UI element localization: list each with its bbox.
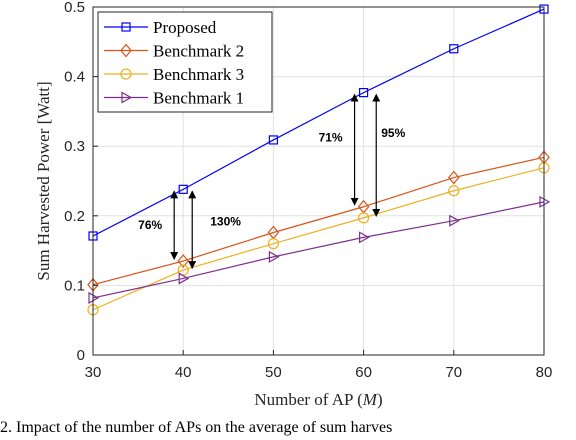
data-point xyxy=(448,185,460,197)
x-tick-label: 40 xyxy=(175,364,192,381)
plot-frame xyxy=(92,6,545,356)
y-tick-label: 0 xyxy=(77,347,85,364)
y-axis-label: Sum Harvested Power [Watt] xyxy=(34,81,53,280)
series-layer xyxy=(87,4,551,316)
data-point xyxy=(268,135,278,145)
data-point xyxy=(177,254,189,268)
y-tick-label: 0.4 xyxy=(64,69,85,86)
gain-label: 76% xyxy=(138,218,162,232)
x-tick-label: 80 xyxy=(536,364,553,381)
legend-swatch-marker xyxy=(121,22,131,32)
x-axis-label: Number of AP (M) xyxy=(254,390,382,409)
data-point xyxy=(449,214,461,227)
annotations: 76% 130% 71% 95% xyxy=(138,93,406,270)
series-benchmark-1 xyxy=(88,195,551,304)
series-line xyxy=(92,8,545,237)
data-point xyxy=(178,272,190,285)
legend-swatch-marker xyxy=(121,91,133,104)
legend-swatch-marker xyxy=(120,43,132,58)
data-point xyxy=(449,44,459,54)
figure-caption: 2. Impact of the number of APs on the av… xyxy=(0,419,393,436)
gain-label: 95% xyxy=(381,126,405,140)
legend-label: Benchmark 3 xyxy=(153,65,244,84)
x-tick-label: 30 xyxy=(85,364,102,381)
gain-label: 130% xyxy=(210,215,241,229)
data-point xyxy=(358,212,370,224)
legend-label: Proposed xyxy=(153,18,217,37)
legend-label: Benchmark 1 xyxy=(153,89,244,108)
legend-item: Proposed xyxy=(104,18,217,37)
gain-label: 71% xyxy=(319,131,343,145)
y-tick-label: 0.3 xyxy=(64,138,85,155)
data-point xyxy=(359,88,369,98)
y-tick-label: 0.5 xyxy=(64,0,85,16)
ticks: 30 40 50 60 70 80 0 0.1 0.2 0.3 0.4 0.5 xyxy=(64,0,552,381)
data-point xyxy=(178,184,188,194)
legend-item: Benchmark 1 xyxy=(104,89,244,108)
data-point xyxy=(359,231,370,244)
series-line xyxy=(92,201,545,299)
y-tick-label: 0.1 xyxy=(64,277,85,294)
series-line xyxy=(92,167,545,311)
legend-item: Benchmark 2 xyxy=(104,42,244,61)
legend: Proposed Benchmark 2 Benchmark 3 Benchmark … xyxy=(97,11,273,113)
grid xyxy=(93,7,544,355)
legend-swatch-marker xyxy=(120,68,132,80)
series-benchmark-3 xyxy=(87,162,550,316)
legend-item: Benchmark 3 xyxy=(104,65,244,84)
data-point xyxy=(268,250,280,263)
data-point xyxy=(448,170,460,185)
legend-label: Benchmark 2 xyxy=(153,42,244,61)
y-tick-label: 0.2 xyxy=(64,208,85,225)
data-point xyxy=(267,238,279,250)
series-line xyxy=(92,156,545,286)
x-tick-label: 50 xyxy=(265,364,282,381)
x-tick-label: 60 xyxy=(355,364,372,381)
x-tick-label: 70 xyxy=(445,364,462,381)
